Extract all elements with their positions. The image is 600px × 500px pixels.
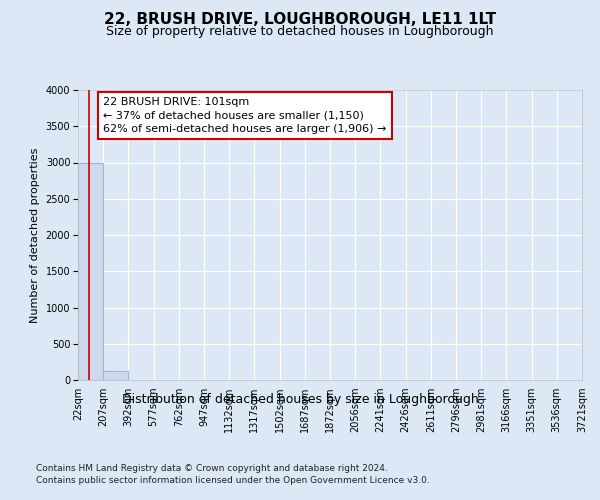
Text: Contains public sector information licensed under the Open Government Licence v3: Contains public sector information licen…: [36, 476, 430, 485]
Text: 22 BRUSH DRIVE: 101sqm
← 37% of detached houses are smaller (1,150)
62% of semi-: 22 BRUSH DRIVE: 101sqm ← 37% of detached…: [103, 97, 386, 134]
Text: Size of property relative to detached houses in Loughborough: Size of property relative to detached ho…: [106, 25, 494, 38]
Text: 22, BRUSH DRIVE, LOUGHBOROUGH, LE11 1LT: 22, BRUSH DRIVE, LOUGHBOROUGH, LE11 1LT: [104, 12, 496, 28]
Text: Contains HM Land Registry data © Crown copyright and database right 2024.: Contains HM Land Registry data © Crown c…: [36, 464, 388, 473]
Y-axis label: Number of detached properties: Number of detached properties: [30, 148, 40, 322]
Text: Distribution of detached houses by size in Loughborough: Distribution of detached houses by size …: [122, 392, 478, 406]
Bar: [103, 372, 128, 380]
Bar: [78, 162, 103, 380]
